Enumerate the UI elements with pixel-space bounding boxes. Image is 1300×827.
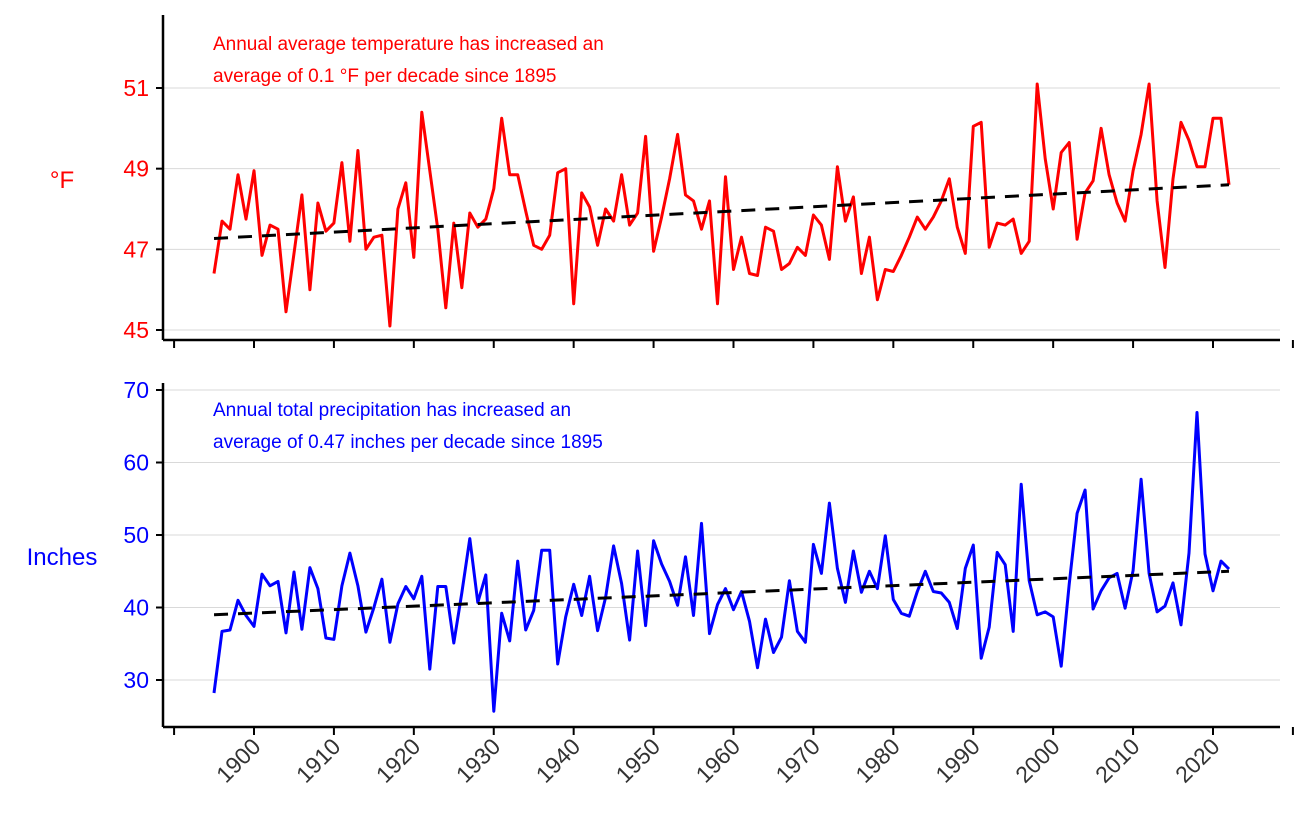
y-tick-label: 40 — [123, 595, 149, 621]
x-tick-label: 1900 — [211, 733, 266, 788]
x-tick-label: 1930 — [451, 733, 506, 788]
y-tick-label: 30 — [123, 667, 149, 693]
temperature-annotation-line2: average of 0.1 °F per decade since 1895 — [213, 66, 557, 87]
y-tick-label: 51 — [123, 75, 149, 101]
x-tick-label: 1970 — [770, 733, 825, 788]
x-tick-label: 1910 — [291, 733, 346, 788]
trend-line — [213, 569, 1230, 617]
y-tick-label: 60 — [123, 450, 149, 476]
x-tick-label: 2010 — [1090, 733, 1145, 788]
x-tick-label: 1920 — [371, 733, 426, 788]
x-tick-label: 1940 — [531, 733, 586, 788]
x-tick-label: 1950 — [611, 733, 666, 788]
y-tick-label: 47 — [123, 236, 149, 262]
precipitation-panel: Inches Annual total precipitation has in… — [27, 377, 1294, 788]
x-tick-label: 1990 — [930, 733, 985, 788]
precipitation-y-label: Inches — [27, 544, 98, 571]
temperature-line — [212, 82, 1231, 328]
temperature-annotation-line1: Annual average temperature has increased… — [213, 34, 604, 55]
y-tick-label: 70 — [123, 377, 149, 403]
precipitation-annotation-line2: average of 0.47 inches per decade since … — [213, 432, 603, 453]
precipitation-line — [212, 411, 1231, 713]
temperature-y-label: °F — [50, 167, 74, 194]
y-tick-label: 50 — [123, 522, 149, 548]
temperature-panel: °F Annual average temperature has increa… — [50, 15, 1294, 348]
x-tick-label: 1980 — [850, 733, 905, 788]
trend-line — [213, 183, 1230, 240]
x-tick-label: 1960 — [690, 733, 745, 788]
precipitation-annotation-line1: Annual total precipitation has increased… — [213, 400, 571, 421]
y-tick-label: 49 — [123, 156, 149, 182]
x-tick-label: 2000 — [1010, 733, 1065, 788]
x-tick-label: 2020 — [1170, 733, 1225, 788]
y-tick-label: 45 — [123, 317, 149, 343]
